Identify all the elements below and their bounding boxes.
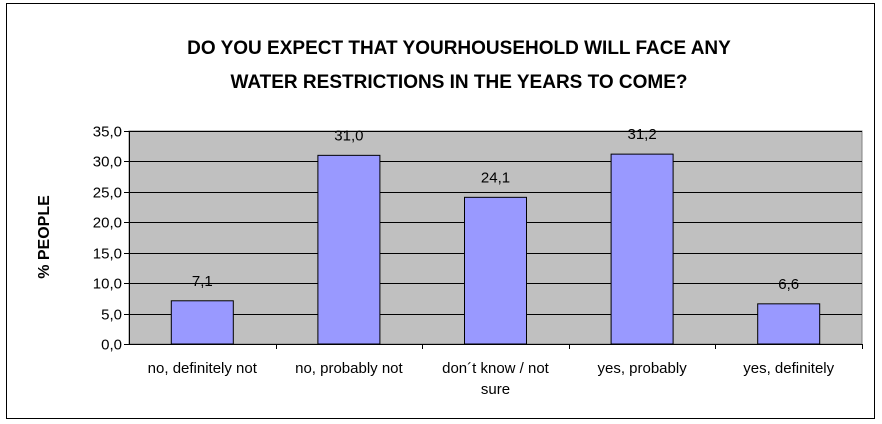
chart-title-line-2: WATER RESTRICTIONS IN THE YEARS TO COME?	[230, 72, 687, 93]
y-tick-label: 35,0	[93, 124, 122, 141]
chart-title-line-1: DO YOU EXPECT THAT YOURHOUSEHOLD WILL FA…	[187, 38, 731, 59]
bar	[757, 303, 821, 345]
x-category-label: sure	[481, 381, 510, 398]
x-category-label: yes, definitely	[743, 360, 834, 377]
bar	[170, 300, 234, 345]
data-label: 31,0	[334, 127, 363, 144]
chart-frame: DO YOU EXPECT THAT YOURHOUSEHOLD WILL FA…	[6, 3, 875, 419]
data-label: 31,2	[627, 126, 656, 143]
bar	[610, 153, 674, 345]
y-axis-label: % PEOPLE	[36, 195, 53, 279]
data-label: 24,1	[481, 169, 510, 186]
data-label: 7,1	[192, 273, 213, 290]
x-category-label: don´t know / not	[442, 360, 550, 377]
bar	[317, 154, 381, 345]
x-category-label: no, probably not	[295, 360, 403, 377]
y-tick-label: 10,0	[93, 276, 122, 293]
plot-area: 0,0 5,0 10,0 15,0 20,0 25,0 30,0 35,0 7,1 no, def…	[93, 124, 863, 398]
bar-chart: DO YOU EXPECT THAT YOURHOUSEHOLD WILL FA…	[36, 38, 863, 398]
x-category-label: no, definitely not	[148, 360, 258, 377]
bar	[464, 196, 527, 345]
data-label: 6,6	[778, 276, 799, 293]
y-tick-label: 5,0	[101, 307, 122, 324]
x-category-label: yes, probably	[597, 360, 687, 377]
y-tick-label: 30,0	[93, 154, 122, 171]
y-tick-label: 0,0	[101, 337, 122, 354]
y-tick-label: 20,0	[93, 215, 122, 232]
y-tick-label: 25,0	[93, 185, 122, 202]
y-tick-label: 15,0	[93, 246, 122, 263]
